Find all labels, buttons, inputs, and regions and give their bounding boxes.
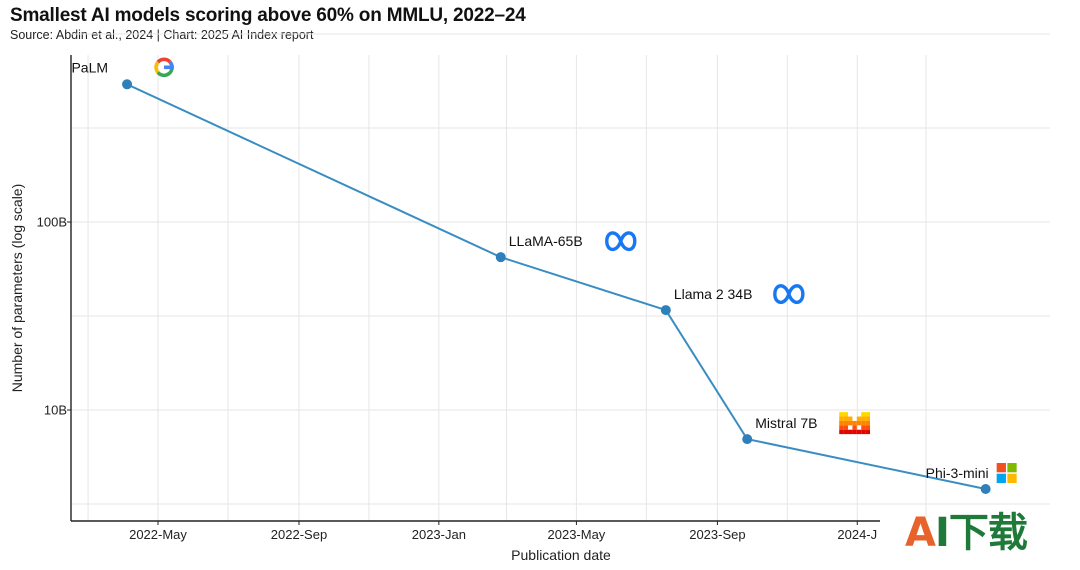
y-axis-title: Number of parameters (log scale): [9, 184, 25, 393]
x-tick-label: 2023-Jan: [412, 527, 466, 542]
x-tick-label: 2024-J: [837, 527, 877, 542]
y-tick-label: 100B: [37, 215, 67, 230]
axis-ticks: 2022-May 2022-Sep 2023-Jan 2023-May 2023-Sep…: [37, 215, 878, 543]
meta-icon: [773, 284, 805, 305]
data-point: [742, 434, 753, 445]
chart-title: Smallest AI models scoring above 60% on …: [10, 5, 526, 26]
watermark-logo: AI下载: [905, 510, 1028, 556]
x-tick-label: 2022-Sep: [271, 527, 327, 542]
data-point-label: Phi-3-mini: [926, 465, 989, 481]
data-point: [122, 79, 133, 90]
data-points: PaLM LLaMA-65B Llama 2 34B Mistral 7B Phi-3-…: [71, 57, 1017, 495]
y-tick-label: 10B: [44, 403, 67, 418]
data-point-label: PaLM: [71, 59, 108, 75]
watermark-rest: I下载: [934, 510, 1028, 556]
data-point: [980, 484, 991, 495]
x-axis-title: Publication date: [511, 547, 611, 563]
x-tick-label: 2023-Sep: [689, 527, 745, 542]
x-tick-label: 2022-May: [129, 527, 187, 542]
x-tick-label: 2023-May: [548, 527, 606, 542]
meta-icon: [605, 231, 637, 252]
data-point: [660, 305, 671, 316]
data-point-label: Mistral 7B: [755, 415, 817, 431]
data-point: [495, 252, 506, 263]
mistral-icon: [839, 412, 871, 435]
microsoft-icon: [996, 463, 1017, 484]
google-icon: [154, 57, 174, 78]
watermark-first: A: [905, 510, 936, 556]
data-point-label: LLaMA-65B: [509, 233, 583, 249]
data-point-label: Llama 2 34B: [674, 286, 753, 302]
chart-subtitle: Source: Abdin et al., 2024 | Chart: 2025…: [10, 28, 314, 42]
gridlines: [71, 33, 1050, 521]
